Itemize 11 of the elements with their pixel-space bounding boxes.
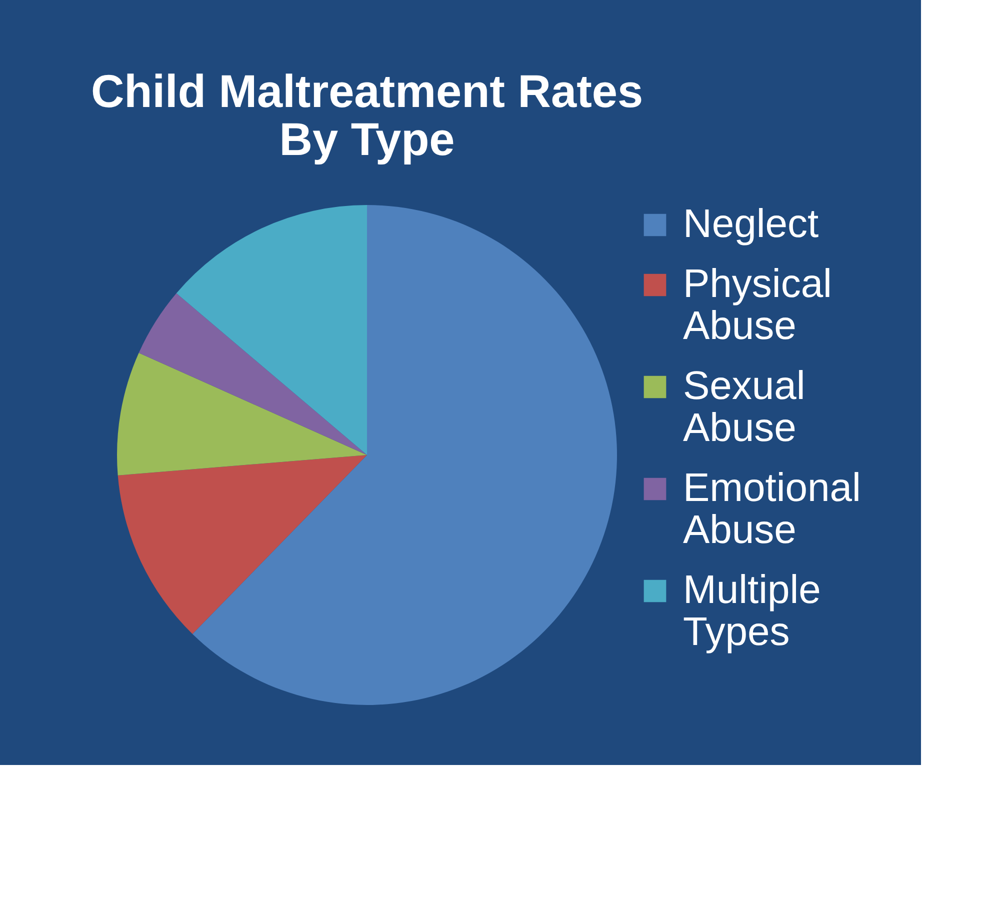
pie-slice xyxy=(138,293,367,455)
pie-slice xyxy=(117,352,367,476)
pie-slice xyxy=(118,455,367,634)
legend-label: Neglect xyxy=(683,202,819,246)
legend-label: Multiple Types xyxy=(683,568,821,654)
pie-slice xyxy=(176,205,367,455)
legend-label: Sexual Abuse xyxy=(683,364,806,450)
chart-title: Child Maltreatment Rates By Type xyxy=(90,65,644,165)
legend-label: Physical Abuse xyxy=(683,262,832,348)
legend-label: Emotional Abuse xyxy=(683,466,861,552)
pie-slice xyxy=(192,205,617,705)
